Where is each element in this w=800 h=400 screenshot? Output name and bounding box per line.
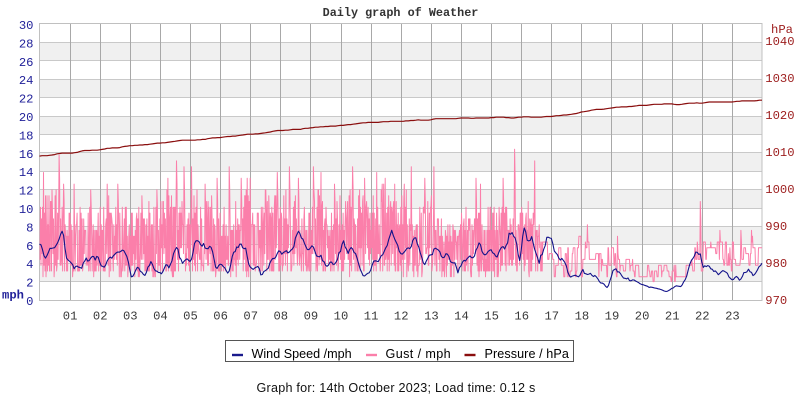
- svg-text:13: 13: [424, 310, 439, 324]
- svg-text:03: 03: [123, 310, 138, 324]
- svg-text:15: 15: [484, 310, 499, 324]
- svg-text:Graph for: 14th October 2023;: Graph for: 14th October 2023; Load time:…: [257, 381, 536, 395]
- svg-text:05: 05: [183, 310, 198, 324]
- svg-text:10: 10: [334, 310, 349, 324]
- svg-text:16: 16: [19, 148, 34, 162]
- svg-text:16: 16: [514, 310, 529, 324]
- svg-text:Wind Speed /mph: Wind Speed /mph: [252, 347, 352, 361]
- svg-text:980: 980: [765, 257, 787, 271]
- svg-text:8: 8: [26, 221, 33, 235]
- svg-text:10: 10: [19, 203, 34, 217]
- svg-text:22: 22: [695, 310, 710, 324]
- svg-text:28: 28: [19, 37, 34, 51]
- svg-text:hPa: hPa: [771, 23, 793, 37]
- svg-text:1020: 1020: [765, 109, 794, 123]
- svg-text:07: 07: [243, 310, 258, 324]
- svg-text:26: 26: [19, 56, 34, 70]
- svg-text:Pressure / hPa: Pressure / hPa: [485, 347, 569, 361]
- svg-text:12: 12: [394, 310, 409, 324]
- svg-text:1040: 1040: [765, 35, 794, 49]
- svg-text:6: 6: [26, 240, 33, 254]
- svg-text:990: 990: [765, 220, 787, 234]
- svg-text:1010: 1010: [765, 146, 794, 160]
- svg-text:18: 18: [19, 129, 34, 143]
- svg-text:02: 02: [93, 310, 108, 324]
- svg-text:06: 06: [213, 310, 228, 324]
- svg-text:19: 19: [605, 310, 620, 324]
- svg-text:21: 21: [665, 310, 680, 324]
- svg-text:Gust / mph: Gust / mph: [386, 347, 452, 361]
- svg-text:30: 30: [19, 19, 34, 33]
- svg-text:14: 14: [19, 166, 34, 180]
- svg-text:09: 09: [304, 310, 319, 324]
- svg-text:4: 4: [26, 258, 33, 272]
- svg-text:12: 12: [19, 185, 34, 199]
- svg-text:22: 22: [19, 93, 34, 107]
- svg-text:23: 23: [725, 310, 740, 324]
- svg-text:970: 970: [765, 294, 787, 308]
- svg-text:1000: 1000: [765, 183, 794, 197]
- svg-text:1030: 1030: [765, 72, 794, 86]
- svg-text:04: 04: [153, 310, 168, 324]
- svg-text:14: 14: [454, 310, 469, 324]
- svg-text:2: 2: [26, 277, 33, 291]
- svg-text:11: 11: [364, 310, 379, 324]
- svg-text:0: 0: [26, 295, 33, 309]
- svg-text:01: 01: [63, 310, 78, 324]
- svg-text:20: 20: [19, 111, 34, 125]
- svg-text:mph: mph: [2, 289, 24, 303]
- svg-text:17: 17: [544, 310, 559, 324]
- svg-text:24: 24: [19, 74, 34, 88]
- svg-text:Daily graph of Weather: Daily graph of Weather: [323, 6, 479, 20]
- svg-text:18: 18: [575, 310, 590, 324]
- svg-text:08: 08: [273, 310, 288, 324]
- svg-text:20: 20: [635, 310, 650, 324]
